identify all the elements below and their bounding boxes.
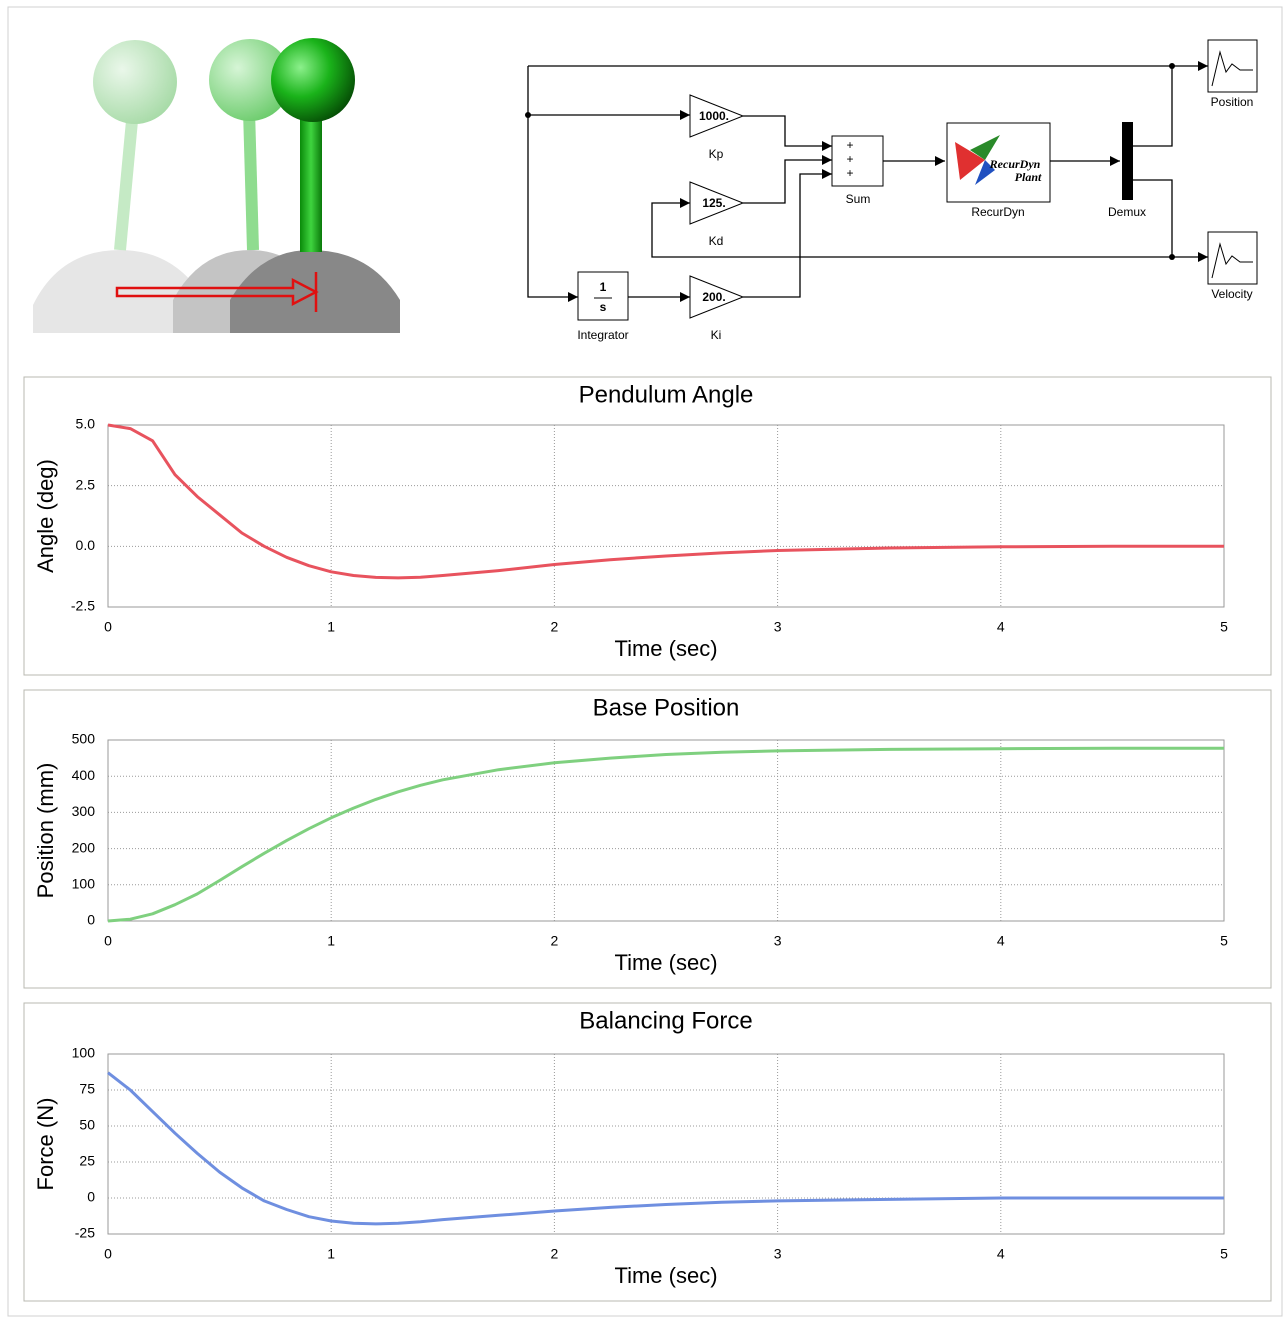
x-tick-label: 1 bbox=[327, 619, 335, 635]
x-tick-label: 0 bbox=[104, 619, 112, 635]
block-label: RecurDyn bbox=[971, 205, 1024, 219]
chart-title: Pendulum Angle bbox=[579, 381, 754, 408]
y-axis-label: Position (mm) bbox=[33, 763, 58, 899]
plant-text: Plant bbox=[1015, 170, 1042, 184]
x-tick-label: 4 bbox=[997, 619, 1005, 635]
y-tick-label: 300 bbox=[72, 803, 96, 819]
x-tick-label: 0 bbox=[104, 1246, 112, 1262]
y-tick-label: 400 bbox=[72, 767, 96, 783]
block-label: Demux bbox=[1108, 205, 1146, 219]
x-tick-label: 1 bbox=[327, 1246, 335, 1262]
x-tick-label: 4 bbox=[997, 933, 1005, 949]
x-tick-label: 2 bbox=[551, 1246, 559, 1262]
data-line bbox=[107, 1071, 1224, 1226]
x-tick-label: 2 bbox=[551, 933, 559, 949]
frame bbox=[7, 6, 1283, 1317]
x-tick-label: 4 bbox=[997, 1246, 1005, 1262]
gain-value: 1000. bbox=[699, 109, 729, 123]
block-label: Integrator bbox=[577, 328, 628, 342]
block-label: Sum bbox=[846, 192, 871, 206]
integrator-num: 1 bbox=[600, 280, 607, 294]
block-label: Position bbox=[1211, 95, 1254, 109]
x-tick-label: 3 bbox=[774, 1246, 782, 1262]
plot-area bbox=[107, 424, 1225, 608]
y-tick-label: 200 bbox=[72, 839, 96, 855]
sum-sign: + bbox=[846, 138, 853, 152]
x-tick-label: 3 bbox=[774, 933, 782, 949]
block-label: Ki bbox=[711, 328, 722, 342]
x-tick-label: 0 bbox=[104, 933, 112, 949]
x-axis-label: Time (sec) bbox=[614, 1263, 717, 1288]
sum-sign: + bbox=[846, 152, 853, 166]
plot-area bbox=[107, 1053, 1225, 1235]
y-tick-label: -25 bbox=[75, 1225, 95, 1241]
y-tick-label: 5.0 bbox=[76, 416, 96, 432]
sum-sign: + bbox=[846, 166, 853, 180]
x-axis-label: Time (sec) bbox=[614, 636, 717, 661]
y-tick-label: 75 bbox=[79, 1081, 95, 1097]
x-tick-label: 5 bbox=[1220, 1246, 1228, 1262]
y-tick-label: 0.0 bbox=[76, 537, 96, 553]
y-tick-label: 100 bbox=[72, 876, 96, 892]
data-line bbox=[107, 423, 1224, 580]
y-tick-label: 2.5 bbox=[76, 476, 96, 492]
y-tick-label: 0 bbox=[87, 1189, 95, 1205]
plant-text: RecurDyn bbox=[989, 157, 1041, 171]
y-axis-label: Angle (deg) bbox=[33, 459, 58, 573]
block-diagram: 1000. Kp 125. Kd 200. Ki 1 s Integrator … bbox=[525, 39, 1258, 342]
y-tick-label: -2.5 bbox=[71, 598, 95, 614]
integrator-den: s bbox=[600, 300, 607, 314]
y-tick-label: 100 bbox=[72, 1045, 96, 1061]
chart-title: Base Position bbox=[593, 694, 740, 721]
chart-title: Balancing Force bbox=[579, 1007, 752, 1034]
x-axis-label: Time (sec) bbox=[614, 950, 717, 975]
plot-area bbox=[107, 739, 1225, 922]
gain-value: 200. bbox=[702, 290, 725, 304]
x-tick-label: 2 bbox=[551, 619, 559, 635]
x-tick-label: 3 bbox=[774, 619, 782, 635]
pendulum-illustration bbox=[33, 38, 400, 333]
y-tick-label: 500 bbox=[72, 731, 96, 747]
block-label: Kp bbox=[709, 147, 724, 161]
y-tick-label: 25 bbox=[79, 1153, 95, 1169]
y-tick-label: 0 bbox=[87, 912, 95, 928]
x-tick-label: 5 bbox=[1220, 933, 1228, 949]
gain-value: 125. bbox=[702, 196, 725, 210]
y-tick-label: 50 bbox=[79, 1117, 95, 1133]
x-tick-label: 5 bbox=[1220, 619, 1228, 635]
data-line bbox=[107, 746, 1224, 923]
block-label: Velocity bbox=[1211, 287, 1252, 301]
y-axis-label: Force (N) bbox=[33, 1098, 58, 1191]
x-tick-label: 1 bbox=[327, 933, 335, 949]
block-label: Kd bbox=[709, 234, 724, 248]
